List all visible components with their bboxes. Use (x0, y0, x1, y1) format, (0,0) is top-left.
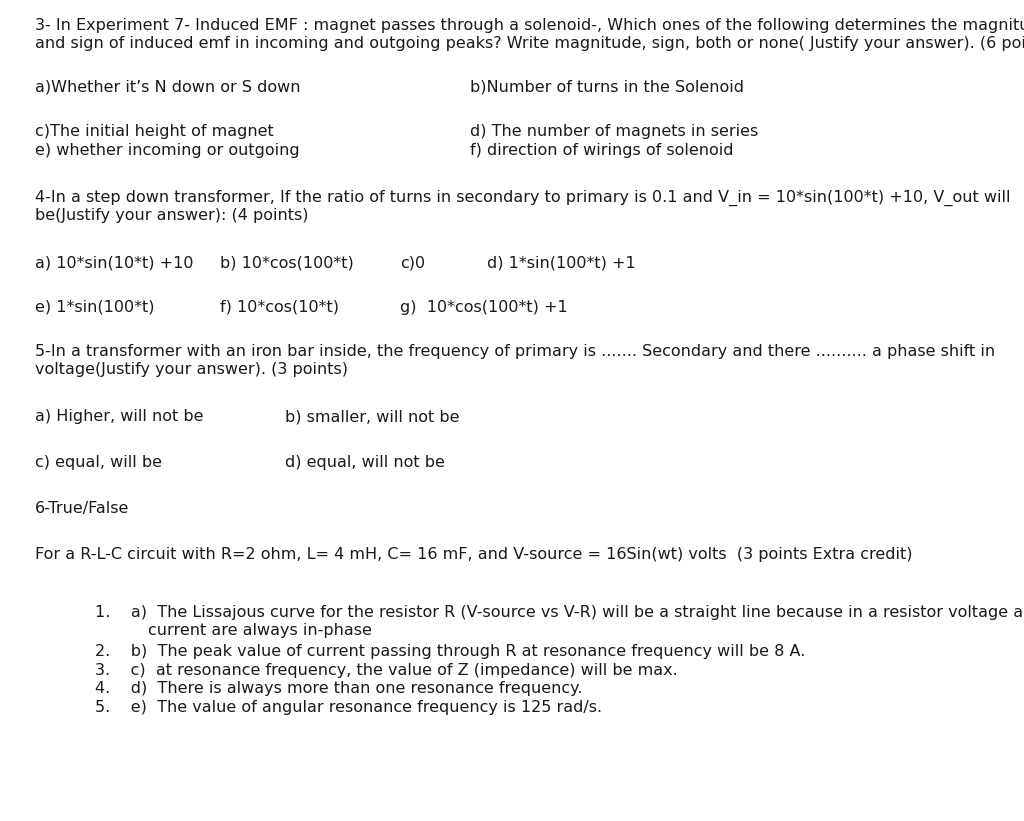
Text: a) 10*sin(10*t) +10: a) 10*sin(10*t) +10 (35, 256, 194, 271)
Text: e) 1*sin(100*t): e) 1*sin(100*t) (35, 300, 155, 315)
Text: c)0: c)0 (400, 256, 425, 271)
Text: e) whether incoming or outgoing: e) whether incoming or outgoing (35, 143, 300, 158)
Text: 4-In a step down transformer, If the ratio of turns in secondary to primary is 0: 4-In a step down transformer, If the rat… (35, 190, 1011, 206)
Text: 6-True/False: 6-True/False (35, 501, 129, 516)
Text: 3.    c)  at resonance frequency, the value of Z (impedance) will be max.: 3. c) at resonance frequency, the value … (95, 663, 678, 678)
Text: d) The number of magnets in series: d) The number of magnets in series (470, 124, 758, 139)
Text: b) smaller, will not be: b) smaller, will not be (285, 409, 460, 424)
Text: 3- In Experiment 7- Induced EMF : magnet passes through a solenoid-, Which ones : 3- In Experiment 7- Induced EMF : magnet… (35, 18, 1024, 33)
Text: b)Number of turns in the Solenoid: b)Number of turns in the Solenoid (470, 79, 744, 94)
Text: 4.    d)  There is always more than one resonance frequency.: 4. d) There is always more than one reso… (95, 681, 583, 696)
Text: For a R-L-C circuit with R=2 ohm, L= 4 mH, C= 16 mF, and V-source = 16Sin(wt) vo: For a R-L-C circuit with R=2 ohm, L= 4 m… (35, 547, 912, 562)
Text: 5-In a transformer with an iron bar inside, the frequency of primary is ....... : 5-In a transformer with an iron bar insi… (35, 344, 995, 359)
Text: f) 10*cos(10*t): f) 10*cos(10*t) (220, 300, 339, 315)
Text: 1.    a)  The Lissajous curve for the resistor R (V-source vs V-R) will be a str: 1. a) The Lissajous curve for the resist… (95, 605, 1024, 620)
Text: 2.    b)  The peak value of current passing through R at resonance frequency wil: 2. b) The peak value of current passing … (95, 644, 805, 659)
Text: c) equal, will be: c) equal, will be (35, 455, 162, 470)
Text: 5.    e)  The value of angular resonance frequency is 125 rad/s.: 5. e) The value of angular resonance fre… (95, 700, 602, 715)
Text: a) Higher, will not be: a) Higher, will not be (35, 409, 204, 424)
Text: voltage(Justify your answer). (3 points): voltage(Justify your answer). (3 points) (35, 362, 348, 377)
Text: a)Whether it’s N down or S down: a)Whether it’s N down or S down (35, 79, 300, 94)
Text: be(Justify your answer): (4 points): be(Justify your answer): (4 points) (35, 208, 308, 223)
Text: g)  10*cos(100*t) +1: g) 10*cos(100*t) +1 (400, 300, 567, 315)
Text: d) 1*sin(100*t) +1: d) 1*sin(100*t) +1 (487, 256, 636, 271)
Text: b) 10*cos(100*t): b) 10*cos(100*t) (220, 256, 353, 271)
Text: d) equal, will not be: d) equal, will not be (285, 455, 444, 470)
Text: c)The initial height of magnet: c)The initial height of magnet (35, 124, 273, 139)
Text: f) direction of wirings of solenoid: f) direction of wirings of solenoid (470, 143, 733, 158)
Text: current are always in-phase: current are always in-phase (148, 623, 372, 638)
Text: and sign of induced emf in incoming and outgoing peaks? Write magnitude, sign, b: and sign of induced emf in incoming and … (35, 36, 1024, 51)
